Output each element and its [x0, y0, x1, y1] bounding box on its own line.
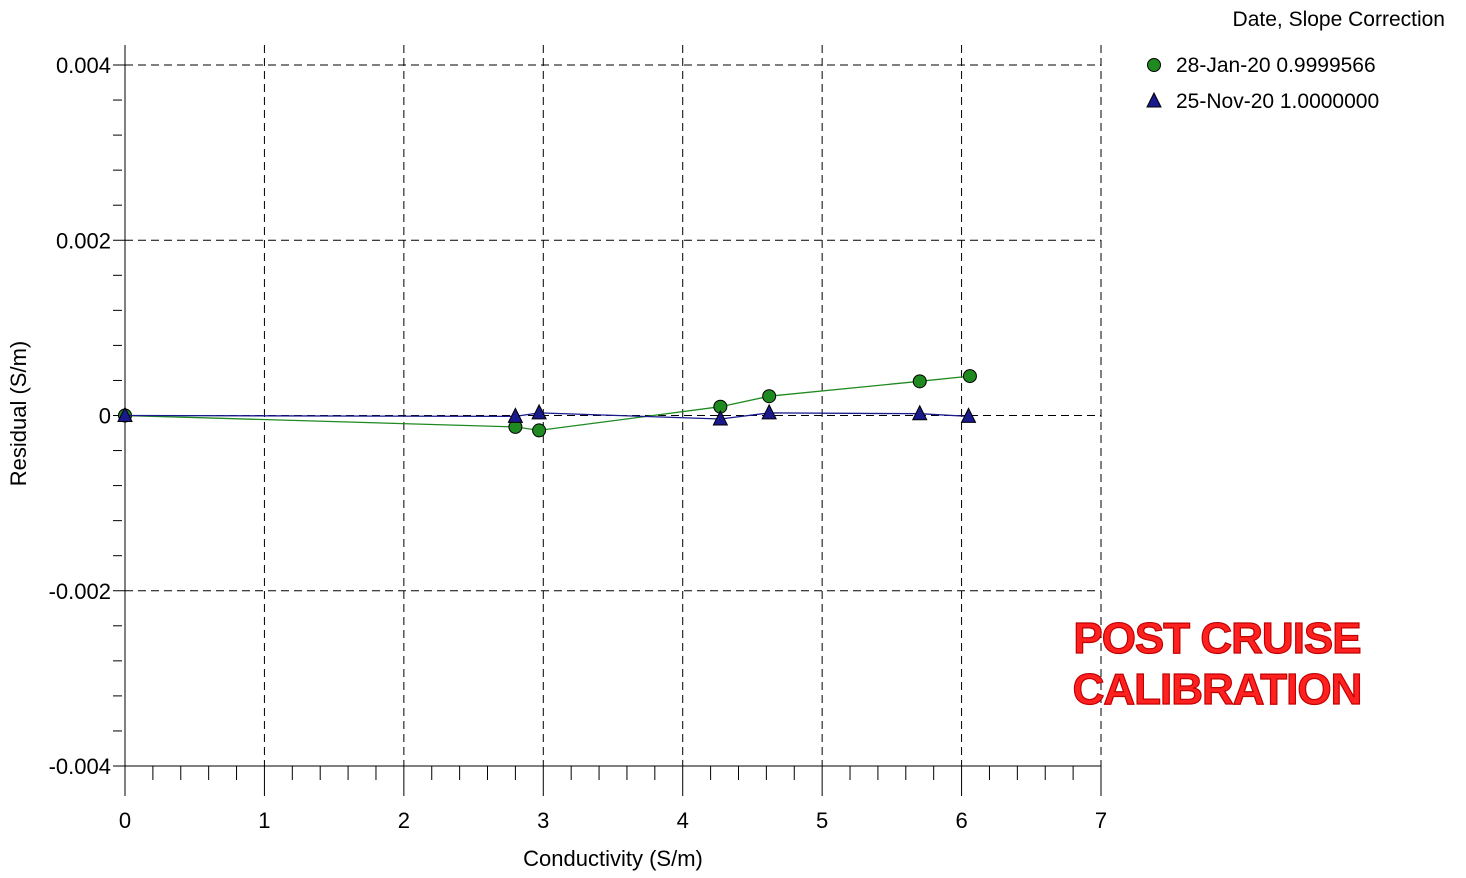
y-tick-label: 0	[99, 404, 111, 429]
x-tick-label: 2	[398, 808, 410, 833]
legend: Date, Slope Correction 28-Jan-20 0.999956…	[1147, 8, 1445, 113]
data-point	[532, 405, 546, 419]
stamp-line: CALIBRATION	[1073, 665, 1362, 714]
legend-marker-circle	[1148, 59, 1161, 72]
y-tick-label: 0.004	[56, 53, 111, 78]
series-1	[119, 370, 977, 437]
x-tick-label: 1	[258, 808, 270, 833]
legend-entry-label: 28-Jan-20 0.9999566	[1176, 54, 1376, 77]
x-tick-label: 5	[816, 808, 828, 833]
legend-marker-triangle	[1147, 93, 1161, 107]
data-point	[533, 424, 546, 437]
x-tick-label: 6	[955, 808, 967, 833]
y-tick-label: -0.004	[49, 754, 111, 779]
x-tick-label: 4	[677, 808, 689, 833]
y-tick-label: -0.002	[49, 579, 111, 604]
data-point	[913, 375, 926, 388]
x-tick-label: 7	[1095, 808, 1107, 833]
data-point	[762, 405, 776, 419]
series-2	[118, 405, 976, 425]
x-axis-title: Conductivity (S/m)	[523, 846, 703, 871]
series-layer	[118, 370, 976, 437]
y-axis-title: Residual (S/m)	[6, 341, 31, 486]
legend-entry-label: 25-Nov-20 1.0000000	[1176, 90, 1379, 113]
x-tick-label: 0	[119, 808, 131, 833]
data-point	[913, 406, 927, 420]
series-line	[125, 376, 970, 430]
data-point	[963, 370, 976, 383]
legend-title: Date, Slope Correction	[1233, 8, 1445, 31]
stamp-line: POST CRUISE	[1073, 614, 1360, 663]
data-point	[763, 390, 776, 403]
axes: -0.004 -0.002 0 0.002 0.004 Residual (S/m) 0 1 2…	[6, 45, 1107, 871]
y-tick-label: 0.002	[56, 228, 111, 253]
grid	[125, 45, 1101, 766]
x-tick-label: 3	[537, 808, 549, 833]
